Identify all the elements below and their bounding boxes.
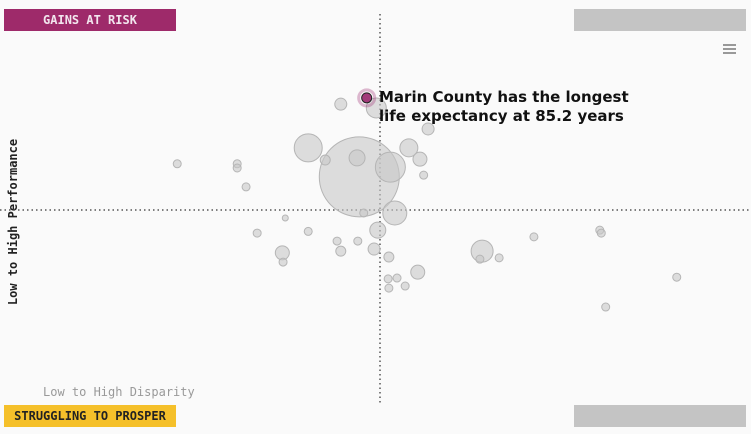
bubble — [596, 228, 606, 238]
bubble — [529, 232, 539, 242]
bubble — [410, 264, 426, 280]
annotation: Marin County has the longest life expect… — [379, 88, 629, 125]
bubble — [672, 272, 682, 282]
bubble — [382, 200, 408, 226]
bubble — [419, 170, 429, 180]
quadrant-box — [574, 9, 746, 31]
bubble — [392, 273, 402, 283]
bubble — [241, 182, 251, 192]
highlight-ring — [357, 88, 377, 108]
bubble — [601, 302, 611, 312]
bubble — [384, 283, 394, 293]
bubble — [281, 214, 289, 222]
bubble — [369, 221, 387, 239]
bubble — [361, 92, 373, 104]
bubble — [348, 149, 366, 167]
bubble — [359, 208, 369, 218]
bubble — [383, 251, 395, 263]
bubble — [293, 133, 323, 163]
bubble — [412, 151, 428, 167]
menu-icon[interactable] — [723, 44, 736, 54]
bubble — [353, 236, 363, 246]
bubble — [421, 122, 435, 136]
bubble — [335, 245, 347, 257]
quadrant-label: STRUGGLING TO PROSPER — [4, 405, 176, 427]
bubble — [232, 163, 242, 173]
y-axis-label: Low to High Performance — [6, 139, 20, 305]
bubble — [172, 159, 182, 169]
bubble — [494, 253, 504, 263]
bubble — [367, 242, 381, 256]
quadrant-box — [574, 405, 746, 427]
bubble — [332, 236, 342, 246]
bubble — [278, 257, 288, 267]
quadrant-label: GAINS AT RISK — [4, 9, 176, 31]
bubble — [399, 138, 419, 158]
bubble — [303, 226, 313, 236]
bubble — [334, 97, 348, 111]
bubble — [475, 254, 485, 264]
bubble — [365, 97, 387, 119]
x-axis-label: Low to High Disparity — [43, 385, 195, 399]
bubble — [400, 281, 410, 291]
bubble — [374, 151, 406, 183]
bubble — [319, 154, 331, 166]
bubble — [252, 228, 262, 238]
bubble — [383, 274, 393, 284]
